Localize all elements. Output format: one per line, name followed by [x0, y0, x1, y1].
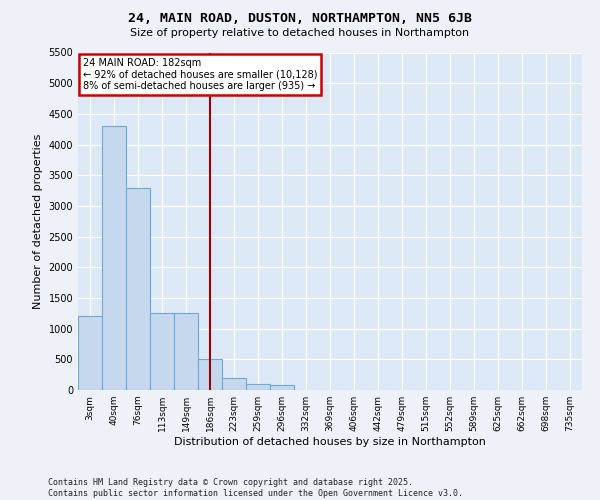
Text: Contains HM Land Registry data © Crown copyright and database right 2025.
Contai: Contains HM Land Registry data © Crown c… [48, 478, 463, 498]
Bar [270, 385, 294, 390]
Bar [78, 316, 102, 390]
Y-axis label: Number of detached properties: Number of detached properties [33, 134, 43, 309]
Bar [150, 314, 174, 390]
Bar [222, 378, 246, 390]
X-axis label: Distribution of detached houses by size in Northampton: Distribution of detached houses by size … [174, 437, 486, 447]
Bar [102, 126, 126, 390]
Text: 24, MAIN ROAD, DUSTON, NORTHAMPTON, NN5 6JB: 24, MAIN ROAD, DUSTON, NORTHAMPTON, NN5 … [128, 12, 472, 26]
Bar [198, 360, 222, 390]
Text: 24 MAIN ROAD: 182sqm
← 92% of detached houses are smaller (10,128)
8% of semi-de: 24 MAIN ROAD: 182sqm ← 92% of detached h… [83, 58, 317, 91]
Text: Size of property relative to detached houses in Northampton: Size of property relative to detached ho… [130, 28, 470, 38]
Bar [126, 188, 150, 390]
Bar [174, 314, 198, 390]
Bar [246, 384, 270, 390]
